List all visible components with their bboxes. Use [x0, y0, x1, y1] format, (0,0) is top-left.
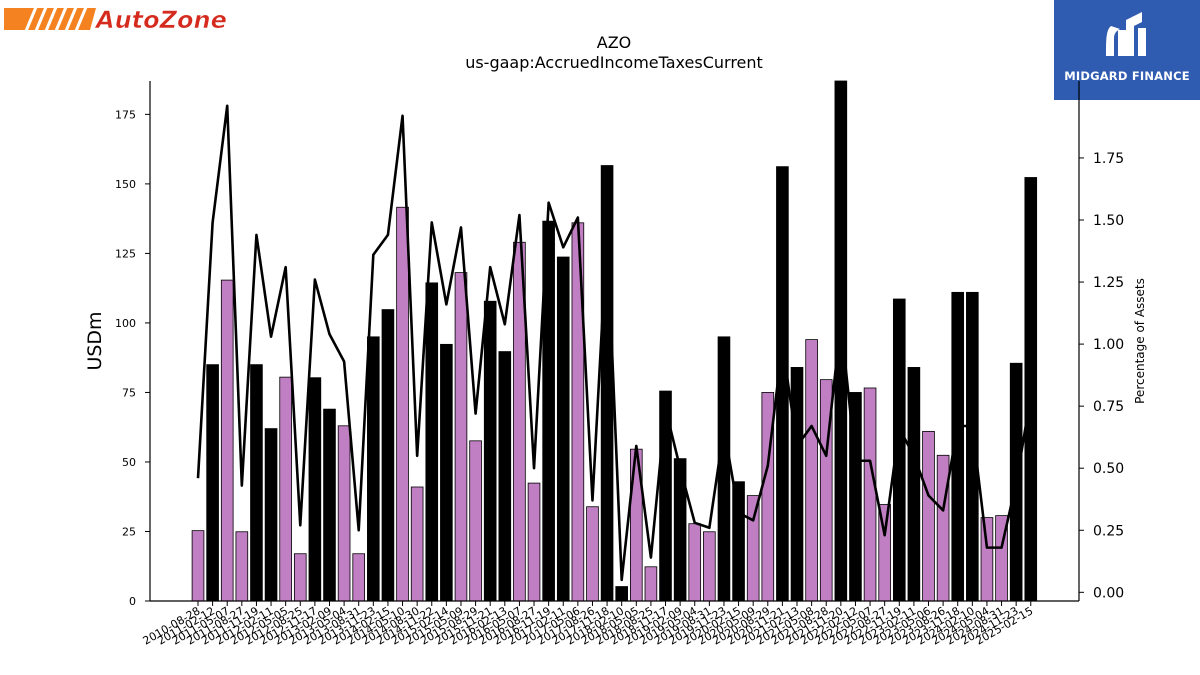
midgard-finance-logo: MIDGARD FINANCE — [1054, 0, 1200, 100]
bar — [337, 425, 351, 602]
bar — [600, 165, 614, 602]
bar — [703, 531, 716, 602]
bar — [206, 364, 219, 602]
bar — [454, 272, 468, 602]
bar — [907, 367, 921, 602]
bar — [732, 481, 745, 602]
bar — [367, 336, 380, 602]
y-tick-label: 25 — [122, 525, 136, 538]
y-tick-label: 100 — [115, 317, 136, 330]
line-series — [196, 104, 1033, 582]
bar — [936, 454, 950, 602]
midgard-logo-mark — [1106, 12, 1146, 56]
bar — [644, 566, 658, 602]
secondary-y-axis-label: Percentage of Assets — [1133, 278, 1147, 404]
autozone-logo-mark: AutoZone — [4, 6, 227, 34]
bar — [556, 256, 570, 602]
chart-subtitle: us-gaap:AccruedIncomeTaxesCurrent — [465, 53, 763, 72]
axes — [149, 81, 1080, 602]
y2-tick-label: 1.50 — [1093, 213, 1124, 229]
y-tick-label: 125 — [115, 247, 136, 260]
bar — [863, 387, 877, 602]
bar — [323, 408, 336, 602]
bar — [293, 553, 307, 602]
bar — [805, 339, 818, 602]
bar — [308, 377, 322, 602]
y2-tick-label: 0.25 — [1093, 523, 1124, 539]
autozone-logo: AutoZone — [4, 4, 232, 34]
percentage-line — [196, 104, 1033, 582]
y-tick-label: 0 — [129, 595, 136, 608]
bar — [586, 506, 599, 602]
bar — [381, 309, 395, 602]
y2-tick-label: 1.75 — [1093, 151, 1124, 167]
bar — [790, 367, 804, 602]
bar — [615, 586, 628, 602]
y2-tick-label: 1.25 — [1093, 275, 1124, 291]
bar — [688, 523, 702, 602]
bar — [746, 495, 760, 602]
y-tick-label: 175 — [115, 108, 136, 121]
bar — [469, 440, 482, 602]
bar — [220, 279, 234, 602]
bar — [717, 336, 731, 602]
bar — [1024, 177, 1038, 602]
bar — [834, 80, 848, 602]
bar — [235, 531, 249, 602]
autozone-logo-text: AutoZone — [94, 6, 227, 34]
y2-tick-label: 0.00 — [1093, 585, 1124, 601]
bar — [352, 553, 366, 602]
bar — [191, 530, 205, 602]
tick-labels: 0 25 50 75 100 125 150 175 0.00 0.25 0.50 0.75 1.00 1… — [115, 108, 1124, 647]
y-axis-label: USDm — [84, 311, 106, 370]
y-tick-label: 50 — [122, 456, 136, 469]
bar — [410, 486, 424, 602]
bar — [425, 282, 439, 602]
y-tick-label: 75 — [122, 386, 136, 399]
bar-series — [191, 80, 1038, 602]
bar — [527, 482, 541, 602]
bar — [980, 517, 994, 602]
bar — [966, 291, 979, 602]
bar — [483, 300, 497, 602]
bar — [250, 364, 263, 602]
bar — [922, 430, 935, 602]
bar — [264, 428, 278, 602]
bar — [440, 343, 453, 602]
y2-tick-label: 0.50 — [1093, 461, 1124, 477]
midgard-logo-text: MIDGARD FINANCE — [1064, 69, 1190, 83]
bar — [396, 206, 409, 602]
bar — [498, 351, 512, 602]
y2-tick-label: 1.00 — [1093, 337, 1124, 353]
bar — [279, 376, 292, 602]
y2-tick-label: 0.75 — [1093, 399, 1124, 415]
chart-title: AZO — [597, 33, 632, 52]
y-tick-label: 150 — [115, 178, 136, 191]
